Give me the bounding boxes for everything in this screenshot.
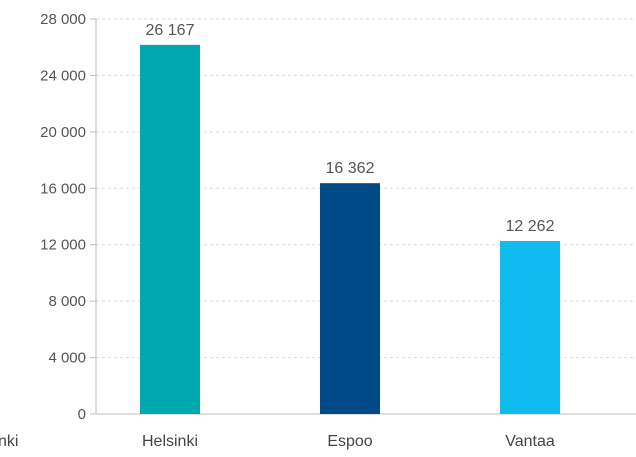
bars	[140, 44, 560, 414]
y-tick-label: 28 000	[40, 11, 86, 28]
labels: 0 4 000 8 000 12 000 16 000 20 000 24 000 28 00…	[40, 11, 555, 450]
data-label: 12 262	[506, 218, 555, 235]
bar-vantaa	[500, 241, 560, 414]
data-label: 16 362	[326, 160, 375, 177]
y-tick-label: 24 000	[40, 67, 86, 84]
y-tick-label: 8 000	[48, 293, 86, 310]
x-tick-label: Vantaa	[505, 433, 555, 450]
x-tick-label: Espoo	[327, 433, 372, 450]
data-label: 26 167	[146, 22, 195, 39]
x-tick-label: Helsinki	[142, 433, 198, 450]
y-tick-label: 16 000	[40, 180, 86, 197]
bar-espoo	[320, 183, 380, 414]
truncated-category-label: nki	[0, 433, 18, 450]
y-tick-label: 12 000	[40, 237, 86, 254]
bar-helsinki	[140, 44, 200, 414]
y-tick-label: 4 000	[48, 350, 86, 367]
y-tick-label: 0	[78, 406, 86, 423]
y-tick-label: 20 000	[40, 124, 86, 141]
